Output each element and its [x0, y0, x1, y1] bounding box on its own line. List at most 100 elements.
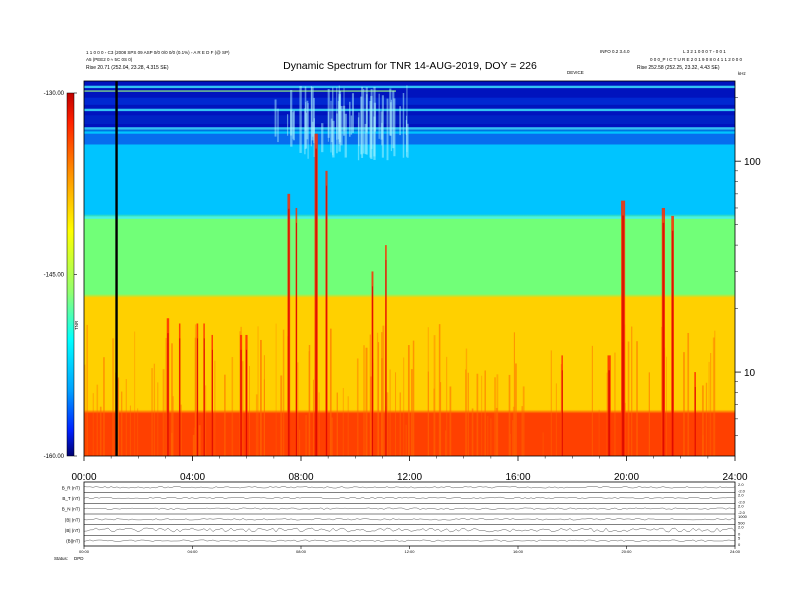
- lower-row-trace-4: [83, 527, 736, 533]
- texture-streak: [522, 386, 525, 456]
- header-right-top-a: INFO 0.2 3.4.0: [600, 49, 630, 54]
- texture-streak-top: [321, 123, 324, 153]
- footer-label: DPD: [74, 556, 84, 561]
- texture-streak-top: [378, 93, 380, 139]
- texture-streak: [172, 396, 174, 456]
- lower-row-scale-3-0: 1000: [738, 514, 748, 519]
- texture-streak: [465, 348, 468, 456]
- texture-streak: [96, 384, 99, 456]
- lower-row-scale-3-1: 500: [738, 521, 745, 526]
- texture-streak: [465, 369, 467, 456]
- texture-streak-top: [313, 97, 315, 144]
- texture-streak: [331, 417, 333, 456]
- texture-streak: [255, 394, 258, 456]
- lower-row-trace-2: [83, 507, 736, 510]
- texture-streak: [151, 368, 153, 456]
- lower-row-trace-0: [83, 486, 736, 489]
- y-tick-label-0: 10: [744, 368, 756, 379]
- texture-streak-top: [389, 88, 392, 136]
- texture-streak: [386, 392, 389, 456]
- spectrogram-heatmap: [84, 81, 735, 456]
- lower-row-scale-1-1: -2.0: [738, 499, 746, 504]
- texture-streak-top: [274, 99, 277, 137]
- texture-streak: [487, 415, 489, 456]
- texture-streak: [591, 345, 593, 456]
- colorbar-label: TNR: [74, 320, 79, 330]
- texture-streak: [495, 407, 498, 456]
- texture-streak-top: [304, 108, 306, 155]
- texture-streak-top: [392, 90, 395, 149]
- burst-core-7: [288, 208, 290, 456]
- texture-streak: [86, 324, 88, 456]
- texture-streak: [318, 392, 320, 456]
- header-left-line2: A5 (PEE2 0 ≈ 5C 0S 0): [86, 57, 133, 62]
- x-tick-label-0: 00:00: [71, 472, 96, 483]
- texture-streak-top: [306, 100, 309, 140]
- texture-streak: [427, 371, 429, 456]
- lower-row-scale-0-1: -2.0: [738, 489, 746, 494]
- texture-streak: [365, 347, 368, 456]
- texture-streak: [513, 332, 515, 456]
- header-left-line1: 1 1 0 0 0 ◦ C3 (2008 SPS 09 ASP 0/0 0/0 …: [86, 50, 230, 55]
- texture-streak: [275, 323, 277, 456]
- burst-core-15: [622, 215, 625, 456]
- texture-streak: [342, 387, 344, 456]
- header-right-line3: Rise 252.58 (252.25, 23.32, 4.43 SE): [637, 65, 720, 71]
- texture-streak: [405, 424, 407, 456]
- burst-core-4: [211, 349, 213, 456]
- texture-streak: [165, 337, 168, 456]
- interference-line: [84, 90, 396, 92]
- texture-streak-top: [305, 112, 308, 149]
- texture-streak: [511, 420, 514, 456]
- burst-core-3: [203, 338, 205, 456]
- texture-streak-top: [381, 122, 383, 146]
- texture-streak: [705, 382, 708, 456]
- chart-title: Dynamic Spectrum for TNR 14-AUG-2019, DO…: [283, 60, 537, 72]
- texture-streak: [389, 369, 391, 456]
- texture-streak: [614, 352, 616, 456]
- burst-core-11: [371, 286, 373, 456]
- texture-streak-top: [330, 118, 333, 143]
- texture-streak-top: [351, 93, 355, 133]
- texture-streak: [112, 338, 115, 456]
- texture-streak: [433, 388, 435, 456]
- burst-core-6: [245, 349, 248, 456]
- header-right-top-b: L 3 2 1 0 0 0 7 ◦ 0 0 1: [683, 49, 726, 54]
- texture-streak: [412, 340, 415, 456]
- texture-streak: [407, 345, 410, 456]
- x-tick-label-6: 24:00: [722, 472, 747, 483]
- texture-streak: [514, 363, 517, 456]
- texture-streak: [476, 373, 479, 456]
- texture-streak: [249, 365, 250, 456]
- header-center-small: DEVICE: [567, 70, 584, 75]
- texture-streak: [280, 375, 283, 456]
- lower-row-label-1: B_T (nT): [62, 496, 80, 501]
- texture-streak: [134, 331, 136, 456]
- texture-streak: [224, 374, 226, 456]
- x-tick-label-5: 20:00: [614, 472, 639, 483]
- texture-streak: [481, 375, 483, 456]
- texture-streak-top: [361, 86, 364, 158]
- texture-streak: [445, 430, 447, 456]
- texture-streak-top: [363, 89, 365, 154]
- texture-streak: [560, 364, 562, 456]
- texture-streak: [648, 372, 650, 456]
- texture-streak: [308, 344, 311, 456]
- texture-streak: [312, 379, 314, 456]
- texture-streak: [214, 360, 216, 456]
- texture-streak: [636, 341, 638, 456]
- texture-streak: [241, 361, 244, 456]
- burst-core-9: [315, 148, 318, 456]
- texture-streak-top: [406, 115, 408, 157]
- texture-streak: [606, 372, 608, 456]
- texture-streak: [382, 325, 385, 456]
- x-tick-label-4: 16:00: [505, 472, 530, 483]
- colorbar-tick-label-0: -130.00: [44, 91, 65, 97]
- texture-streak: [395, 372, 397, 456]
- texture-streak: [381, 358, 383, 456]
- y-tick-label-1: 100: [744, 157, 761, 168]
- texture-streak: [117, 379, 119, 456]
- x-axis: 00:00 04:00 08:00 12:00 16:00 20:00 24:00: [71, 456, 748, 483]
- lower-x-tick-label-1: 04:00: [187, 549, 198, 554]
- burst-core-1: [179, 338, 181, 456]
